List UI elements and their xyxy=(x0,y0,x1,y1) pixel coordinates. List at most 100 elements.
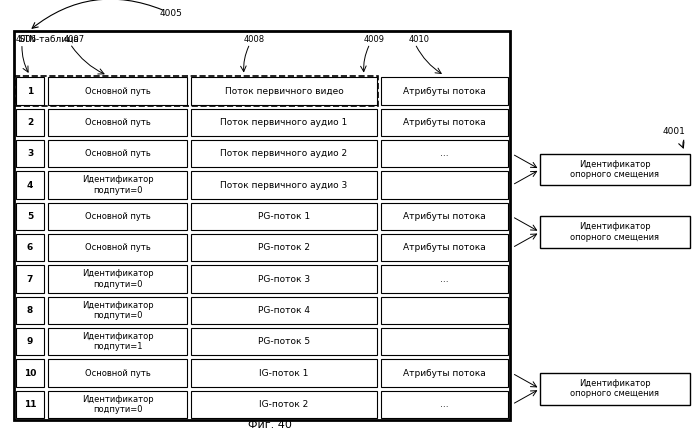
Text: 8: 8 xyxy=(27,306,33,315)
Text: Поток первичного аудио 1: Поток первичного аудио 1 xyxy=(220,118,348,127)
Text: Поток первичного видео: Поток первичного видео xyxy=(225,87,344,95)
Bar xyxy=(191,360,377,387)
Bar xyxy=(15,77,378,106)
Bar xyxy=(48,391,187,418)
Text: 4: 4 xyxy=(27,180,33,190)
Text: Идентификатор
опорного смещения: Идентификатор опорного смещения xyxy=(570,223,659,242)
Bar xyxy=(381,265,508,293)
Bar xyxy=(381,171,508,199)
Bar xyxy=(381,328,508,356)
Text: Основной путь: Основной путь xyxy=(85,243,150,252)
Bar xyxy=(16,140,44,167)
Bar xyxy=(16,234,44,261)
Text: 4001: 4001 xyxy=(662,127,685,136)
Bar xyxy=(191,203,377,230)
Text: 3: 3 xyxy=(27,149,33,158)
Text: 4007: 4007 xyxy=(64,35,85,44)
Bar xyxy=(191,391,377,418)
Text: Поток первичного аудио 2: Поток первичного аудио 2 xyxy=(220,149,348,158)
Bar xyxy=(191,78,377,105)
Text: 9: 9 xyxy=(27,337,33,346)
Text: ...: ... xyxy=(440,149,449,158)
Text: Атрибуты потока: Атрибуты потока xyxy=(403,212,486,221)
Text: 4005: 4005 xyxy=(160,9,183,18)
Text: 4008: 4008 xyxy=(244,35,265,44)
Text: Идентификатор
опорного смещения: Идентификатор опорного смещения xyxy=(570,379,659,399)
Text: Основной путь: Основной путь xyxy=(85,149,150,158)
Bar xyxy=(16,109,44,136)
Bar xyxy=(16,171,44,199)
Bar xyxy=(381,140,508,167)
Text: Атрибуты потока: Атрибуты потока xyxy=(403,369,486,378)
Bar xyxy=(381,297,508,324)
Text: PG-поток 4: PG-поток 4 xyxy=(258,306,310,315)
Text: ...: ... xyxy=(440,400,449,409)
Text: Атрибуты потока: Атрибуты потока xyxy=(403,243,486,252)
Bar xyxy=(48,297,187,324)
Text: Основной путь: Основной путь xyxy=(85,118,150,127)
Text: Поток первичного аудио 3: Поток первичного аудио 3 xyxy=(220,180,348,190)
Bar xyxy=(16,328,44,356)
Text: 10: 10 xyxy=(24,369,36,378)
Bar xyxy=(16,78,44,105)
Bar xyxy=(48,360,187,387)
Text: Идентификатор
опорного смещения: Идентификатор опорного смещения xyxy=(570,160,659,179)
Text: PG-поток 3: PG-поток 3 xyxy=(258,275,310,284)
Bar xyxy=(16,203,44,230)
Bar xyxy=(14,31,510,420)
Text: PG-поток 2: PG-поток 2 xyxy=(258,243,310,252)
Bar xyxy=(48,203,187,230)
Bar xyxy=(191,140,377,167)
Text: 4006: 4006 xyxy=(16,35,37,44)
Bar xyxy=(191,328,377,356)
Bar xyxy=(16,360,44,387)
Bar xyxy=(381,360,508,387)
Text: Идентификатор
подпути=0: Идентификатор подпути=0 xyxy=(82,269,153,289)
Text: 7: 7 xyxy=(27,275,33,284)
Bar xyxy=(540,373,690,405)
Text: 1: 1 xyxy=(27,87,33,95)
Bar xyxy=(48,109,187,136)
Bar xyxy=(381,78,508,105)
Bar xyxy=(16,297,44,324)
Bar xyxy=(381,234,508,261)
Text: Основной путь: Основной путь xyxy=(85,212,150,221)
Text: Идентификатор
подпути=0: Идентификатор подпути=0 xyxy=(82,176,153,195)
Text: 11: 11 xyxy=(24,400,36,409)
Bar xyxy=(48,171,187,199)
Text: IG-поток 1: IG-поток 1 xyxy=(259,369,309,378)
Bar xyxy=(191,234,377,261)
Text: Идентификатор
подпути=0: Идентификатор подпути=0 xyxy=(82,301,153,320)
Text: 5: 5 xyxy=(27,212,33,221)
Text: IG-поток 2: IG-поток 2 xyxy=(260,400,309,409)
Text: Атрибуты потока: Атрибуты потока xyxy=(403,87,486,95)
Bar xyxy=(191,171,377,199)
Text: 2: 2 xyxy=(27,118,33,127)
Text: Фиг. 40: Фиг. 40 xyxy=(248,420,292,430)
Text: 6: 6 xyxy=(27,243,33,252)
Text: ...: ... xyxy=(440,275,449,284)
Text: 4010: 4010 xyxy=(409,35,430,44)
Bar xyxy=(381,109,508,136)
Bar xyxy=(48,265,187,293)
Bar xyxy=(381,203,508,230)
Text: 4009: 4009 xyxy=(364,35,385,44)
Text: PG-поток 5: PG-поток 5 xyxy=(258,337,310,346)
Bar xyxy=(191,265,377,293)
Bar xyxy=(48,234,187,261)
Bar xyxy=(48,140,187,167)
Text: Идентификатор
подпути=1: Идентификатор подпути=1 xyxy=(82,332,153,351)
Bar xyxy=(191,297,377,324)
Bar xyxy=(540,154,690,185)
Text: PG-поток 1: PG-поток 1 xyxy=(258,212,310,221)
Bar xyxy=(48,328,187,356)
Text: Атрибуты потока: Атрибуты потока xyxy=(403,118,486,127)
Bar xyxy=(540,216,690,248)
Bar xyxy=(191,109,377,136)
Bar xyxy=(48,78,187,105)
Text: Идентификатор
подпути=0: Идентификатор подпути=0 xyxy=(82,395,153,414)
Text: STN-таблица: STN-таблица xyxy=(18,35,78,44)
Text: Основной путь: Основной путь xyxy=(85,87,150,95)
Text: Основной путь: Основной путь xyxy=(85,369,150,378)
Bar xyxy=(16,265,44,293)
